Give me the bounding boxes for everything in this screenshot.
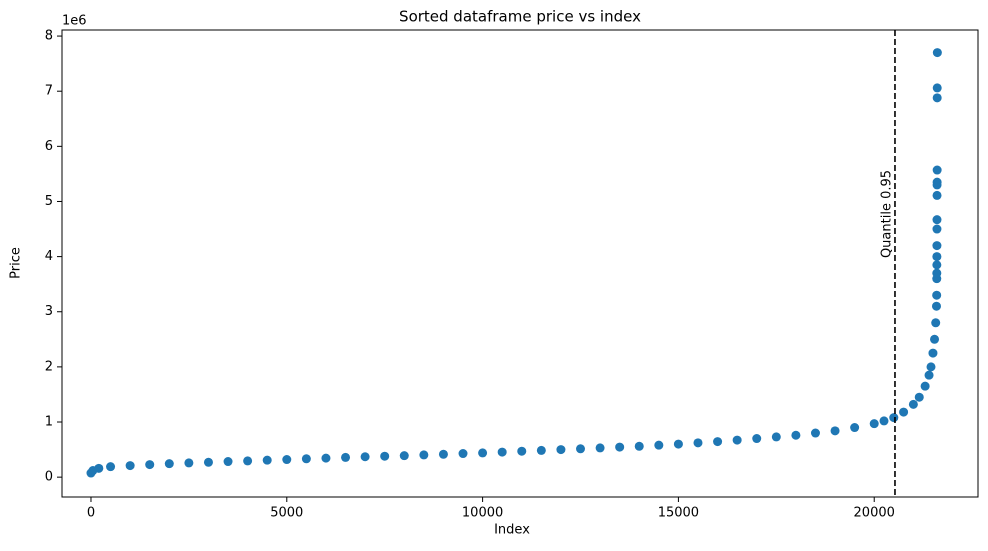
point [932, 224, 942, 234]
point [908, 399, 918, 409]
point [771, 432, 781, 442]
point [634, 441, 644, 451]
point [94, 463, 104, 473]
point [932, 177, 942, 187]
y-tick-label: 5 [45, 194, 53, 209]
point [920, 381, 930, 391]
point [713, 437, 723, 447]
point [301, 454, 311, 464]
point [106, 462, 116, 472]
point [478, 448, 488, 458]
point [438, 449, 448, 459]
x-tick-label: 15000 [658, 506, 699, 521]
y-tick-label: 8 [45, 29, 53, 44]
quantile-label: Quantile 0.95 [879, 170, 894, 258]
x-tick-label: 0 [87, 506, 95, 521]
y-axis-label: Price [9, 247, 24, 279]
point [791, 430, 801, 440]
chart-title: Sorted dataframe price vs index [399, 8, 641, 26]
x-tick-label: 20000 [854, 506, 895, 521]
point [932, 48, 942, 58]
point [932, 252, 942, 262]
point [164, 459, 174, 469]
point [536, 445, 546, 455]
point [924, 370, 934, 380]
point [926, 362, 936, 372]
x-axis-label: Index [494, 523, 530, 538]
point [693, 438, 703, 448]
point [932, 190, 942, 200]
point [930, 334, 940, 344]
point [928, 348, 938, 358]
point [889, 413, 899, 423]
point [673, 439, 683, 449]
point [243, 456, 253, 466]
point [869, 419, 879, 429]
point [932, 268, 942, 278]
point [223, 457, 233, 467]
point [517, 446, 527, 456]
point [615, 442, 625, 452]
point [850, 423, 860, 433]
point [262, 455, 272, 465]
plot-frame [61, 29, 979, 498]
point [145, 460, 155, 470]
point [125, 461, 135, 471]
y-tick-label: 3 [45, 304, 53, 319]
point [932, 93, 942, 103]
y-tick-label: 6 [45, 139, 53, 154]
point [184, 458, 194, 468]
point [932, 290, 942, 300]
point [732, 435, 742, 445]
point [360, 452, 370, 462]
x-tick-label: 5000 [270, 506, 303, 521]
point [458, 449, 468, 459]
point [914, 392, 924, 402]
point [932, 260, 942, 270]
y-tick-label: 1 [45, 415, 53, 430]
point [203, 457, 213, 467]
point [752, 434, 762, 444]
point [830, 426, 840, 436]
point [931, 301, 941, 311]
y-tick-label: 0 [45, 470, 53, 485]
y-tick-label: 4 [45, 249, 53, 264]
point [932, 241, 942, 251]
point [321, 453, 331, 463]
point [931, 318, 941, 328]
point [810, 428, 820, 438]
point [399, 451, 409, 461]
point [497, 447, 507, 457]
point [576, 444, 586, 454]
y-offset-label: 1e6 [62, 14, 87, 29]
y-tick-label: 2 [45, 359, 53, 374]
point [932, 215, 942, 225]
x-tick-label: 10000 [462, 506, 503, 521]
point [419, 450, 429, 460]
point [341, 452, 351, 462]
point [654, 440, 664, 450]
point [899, 407, 909, 417]
point [282, 455, 292, 465]
point [595, 443, 605, 453]
point [932, 83, 942, 93]
point [932, 165, 942, 175]
point [380, 451, 390, 461]
y-tick-label: 7 [45, 84, 53, 99]
point [879, 416, 889, 426]
point [556, 445, 566, 455]
